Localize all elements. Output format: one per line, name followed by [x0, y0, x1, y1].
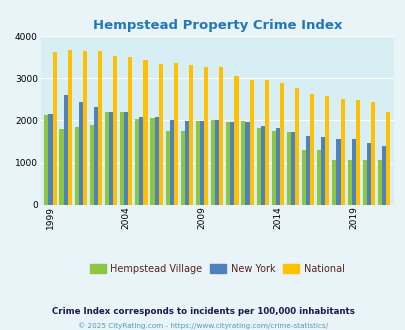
Bar	[324, 96, 328, 205]
Bar	[94, 107, 98, 205]
Bar	[264, 81, 268, 205]
Bar	[249, 80, 253, 205]
Bar	[79, 102, 83, 205]
Bar	[139, 117, 143, 205]
Legend: Hempstead Village, New York, National: Hempstead Village, New York, National	[86, 260, 347, 278]
Bar	[128, 57, 132, 205]
Bar	[120, 112, 124, 205]
Bar	[316, 150, 320, 205]
Bar	[370, 102, 374, 205]
Bar	[135, 119, 139, 205]
Bar	[211, 119, 215, 205]
Bar	[301, 150, 305, 205]
Bar	[234, 76, 238, 205]
Bar	[173, 63, 177, 205]
Bar	[105, 112, 109, 205]
Bar	[169, 120, 173, 205]
Bar	[286, 132, 290, 205]
Bar	[165, 131, 169, 205]
Title: Hempstead Property Crime Index: Hempstead Property Crime Index	[92, 19, 341, 32]
Text: Crime Index corresponds to incidents per 100,000 inhabitants: Crime Index corresponds to incidents per…	[51, 307, 354, 316]
Bar	[245, 122, 249, 205]
Bar	[98, 51, 102, 205]
Bar	[332, 160, 336, 205]
Bar	[200, 121, 204, 205]
Bar	[113, 56, 117, 205]
Bar	[154, 117, 158, 205]
Bar	[385, 113, 389, 205]
Bar	[75, 127, 79, 205]
Bar	[150, 118, 154, 205]
Bar	[215, 120, 219, 205]
Bar	[241, 121, 245, 205]
Bar	[52, 52, 56, 205]
Bar	[124, 112, 128, 205]
Bar	[59, 129, 64, 205]
Bar	[188, 65, 192, 205]
Bar	[44, 115, 48, 205]
Bar	[180, 131, 184, 205]
Bar	[351, 139, 355, 205]
Bar	[68, 50, 72, 205]
Bar	[90, 125, 94, 205]
Bar	[48, 114, 52, 205]
Bar	[336, 139, 340, 205]
Bar	[226, 122, 230, 205]
Bar	[305, 136, 309, 205]
Bar	[366, 143, 370, 205]
Bar	[381, 146, 385, 205]
Bar	[260, 126, 264, 205]
Bar	[347, 160, 351, 205]
Bar	[143, 60, 147, 205]
Bar	[184, 121, 188, 205]
Bar	[377, 160, 381, 205]
Bar	[219, 67, 223, 205]
Bar	[271, 131, 275, 205]
Bar	[290, 132, 294, 205]
Bar	[204, 67, 208, 205]
Bar	[275, 128, 279, 205]
Bar	[196, 121, 200, 205]
Bar	[83, 51, 87, 205]
Bar	[230, 122, 234, 205]
Bar	[109, 113, 113, 205]
Bar	[340, 99, 344, 205]
Bar	[256, 128, 260, 205]
Bar	[279, 82, 283, 205]
Bar	[294, 88, 298, 205]
Text: © 2025 CityRating.com - https://www.cityrating.com/crime-statistics/: © 2025 CityRating.com - https://www.city…	[78, 323, 327, 329]
Bar	[320, 137, 324, 205]
Bar	[309, 94, 313, 205]
Bar	[64, 95, 68, 205]
Bar	[355, 100, 359, 205]
Bar	[362, 160, 366, 205]
Bar	[158, 64, 162, 205]
